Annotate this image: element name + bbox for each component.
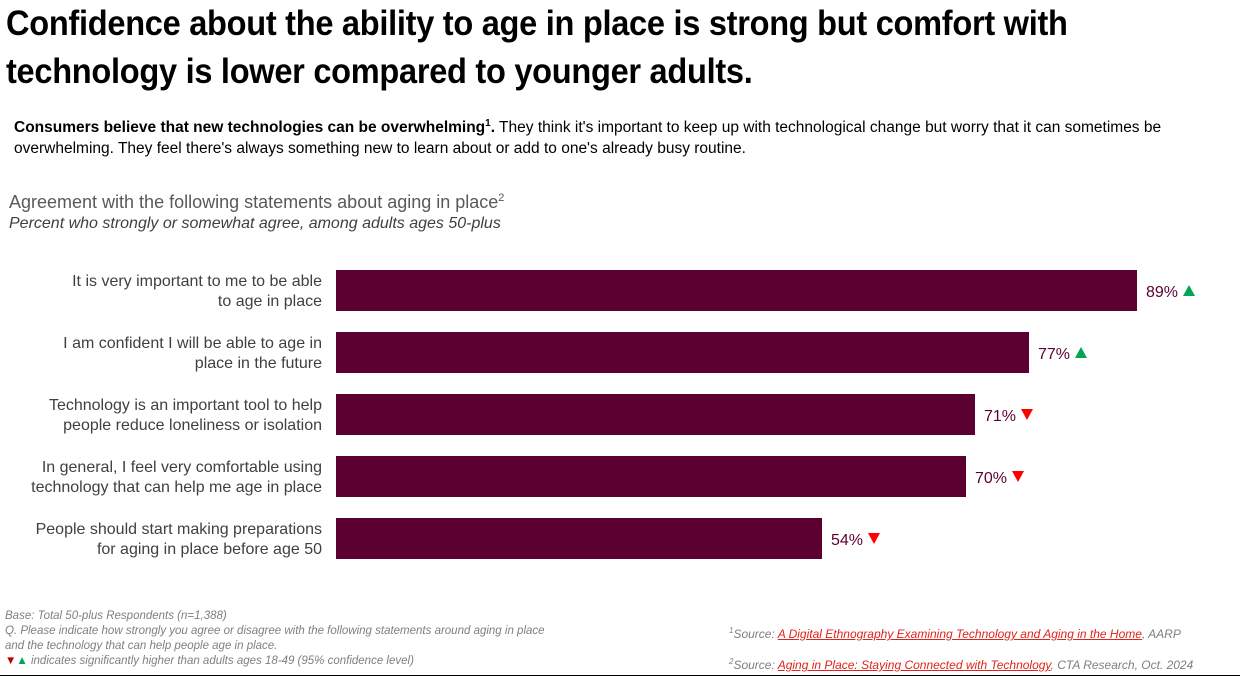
footer-base: Base: Total 50-plus Respondents (n=1,388… bbox=[5, 610, 227, 622]
value-label-1: 89% bbox=[1146, 284, 1178, 301]
chart-title: Agreement with the following statements … bbox=[9, 192, 505, 212]
category-label-2-line-1: I am confident I will be able to age in bbox=[63, 335, 322, 352]
category-label-4-line-1: In general, I feel very comfortable usin… bbox=[42, 459, 322, 476]
significance-down-icon-5 bbox=[868, 533, 880, 544]
category-label-5-line-1: People should start making preparations bbox=[36, 521, 322, 538]
intro-bold: Consumers believe that new technologies … bbox=[14, 118, 496, 137]
category-label-3-line-2: people reduce loneliness or isolation bbox=[63, 417, 322, 434]
significance-up-icon-1 bbox=[1183, 285, 1195, 296]
intro-paragraph: Consumers believe that new technologies … bbox=[14, 113, 1214, 159]
source-2: 2Source: Aging in Place: Staying Connect… bbox=[729, 657, 1194, 672]
source-2-link[interactable]: Aging in Place: Staying Connected with T… bbox=[777, 658, 1051, 672]
bar-1 bbox=[336, 270, 1137, 311]
legend-up-icon: ▼ bbox=[5, 655, 17, 667]
source-1-link[interactable]: A Digital Ethnography Examining Technolo… bbox=[777, 627, 1142, 641]
value-label-2: 77% bbox=[1038, 346, 1070, 363]
bar-3 bbox=[336, 394, 975, 435]
significance-down-icon-4 bbox=[1012, 471, 1024, 482]
value-label-3: 71% bbox=[984, 408, 1016, 425]
bar-chart: It is very important to me to be able to … bbox=[31, 270, 1195, 559]
significance-up-icon-2 bbox=[1075, 347, 1087, 358]
chart-subtitle: Percent who strongly or somewhat agree, … bbox=[9, 215, 501, 232]
value-label-4: 70% bbox=[975, 470, 1007, 487]
category-label-1-line-1: It is very important to me to be able bbox=[72, 273, 322, 290]
category-label-3-line-1: Technology is an important tool to help bbox=[49, 397, 322, 414]
page-title: Confidence about the ability to age in p… bbox=[6, 4, 1068, 91]
category-label-4-line-2: technology that can help me age in place bbox=[31, 479, 322, 496]
legend-down-icon: ▲ bbox=[16, 655, 28, 667]
significance-down-icon-3 bbox=[1021, 409, 1033, 420]
bar-4 bbox=[336, 456, 966, 497]
bar-5 bbox=[336, 518, 822, 559]
footer-notes: Base: Total 50-plus Respondents (n=1,388… bbox=[5, 609, 545, 669]
bottom-divider bbox=[0, 675, 1240, 676]
footer-legend: ▼▲ indicates significantly higher than a… bbox=[5, 655, 414, 667]
bar-2 bbox=[336, 332, 1029, 373]
intro-text: They think it's important to keep up wit… bbox=[14, 119, 1162, 158]
footer-sources: 1Source: A Digital Ethnography Examining… bbox=[729, 624, 1239, 686]
value-label-5: 54% bbox=[831, 532, 863, 549]
category-label-5-line-2: for aging in place before age 50 bbox=[97, 541, 322, 558]
source-1: 1Source: A Digital Ethnography Examining… bbox=[729, 626, 1181, 641]
category-label-1-line-2: to age in place bbox=[218, 293, 322, 310]
footer-question: Q. Please indicate how strongly you agre… bbox=[5, 625, 545, 652]
category-label-2-line-2: place in the future bbox=[195, 355, 322, 372]
